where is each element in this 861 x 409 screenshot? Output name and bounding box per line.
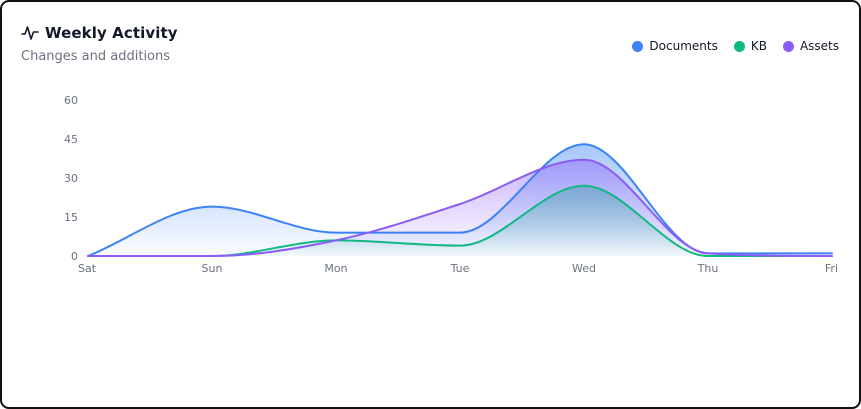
x-tick-label: Fri — [825, 262, 838, 275]
x-tick-label: Wed — [572, 262, 596, 275]
x-tick-label: Tue — [450, 262, 470, 275]
legend-item-assets[interactable]: Assets — [782, 39, 839, 53]
legend-label-assets: Assets — [799, 39, 839, 53]
legend-label-kb: KB — [750, 39, 767, 53]
y-tick-label: 45 — [64, 133, 78, 146]
y-tick-label: 0 — [71, 250, 78, 263]
x-tick-label: Mon — [324, 262, 347, 275]
chart-title: Weekly Activity — [45, 24, 178, 42]
legend-dot-kb — [733, 40, 745, 52]
x-tick-label: Sun — [202, 262, 223, 275]
legend-item-kb[interactable]: KB — [733, 39, 767, 53]
chart-legend: Documents KB Assets — [632, 39, 839, 53]
activity-icon — [21, 26, 39, 40]
legend-label-documents: Documents — [649, 39, 718, 53]
legend-dot-documents — [632, 40, 644, 52]
legend-dot-assets — [782, 40, 794, 52]
x-tick-label: Thu — [697, 262, 719, 275]
x-axis: Sat Sun Mon Tue Wed Thu Fri — [78, 262, 838, 275]
legend-item-documents[interactable]: Documents — [632, 39, 718, 53]
title-row: Weekly Activity — [21, 24, 178, 42]
series-areas — [88, 144, 832, 256]
card-header: Weekly Activity Changes and additions — [21, 24, 178, 64]
chart-subtitle: Changes and additions — [21, 49, 171, 64]
y-tick-label: 15 — [64, 211, 78, 224]
line-assets[interactable] — [87, 158, 833, 258]
y-tick-label: 30 — [64, 172, 78, 185]
area-assets — [88, 159, 832, 256]
x-tick-label: Sat — [78, 262, 97, 275]
y-axis: 0 15 30 45 60 — [64, 94, 78, 263]
series-lines — [87, 143, 833, 258]
y-tick-label: 60 — [64, 94, 78, 107]
